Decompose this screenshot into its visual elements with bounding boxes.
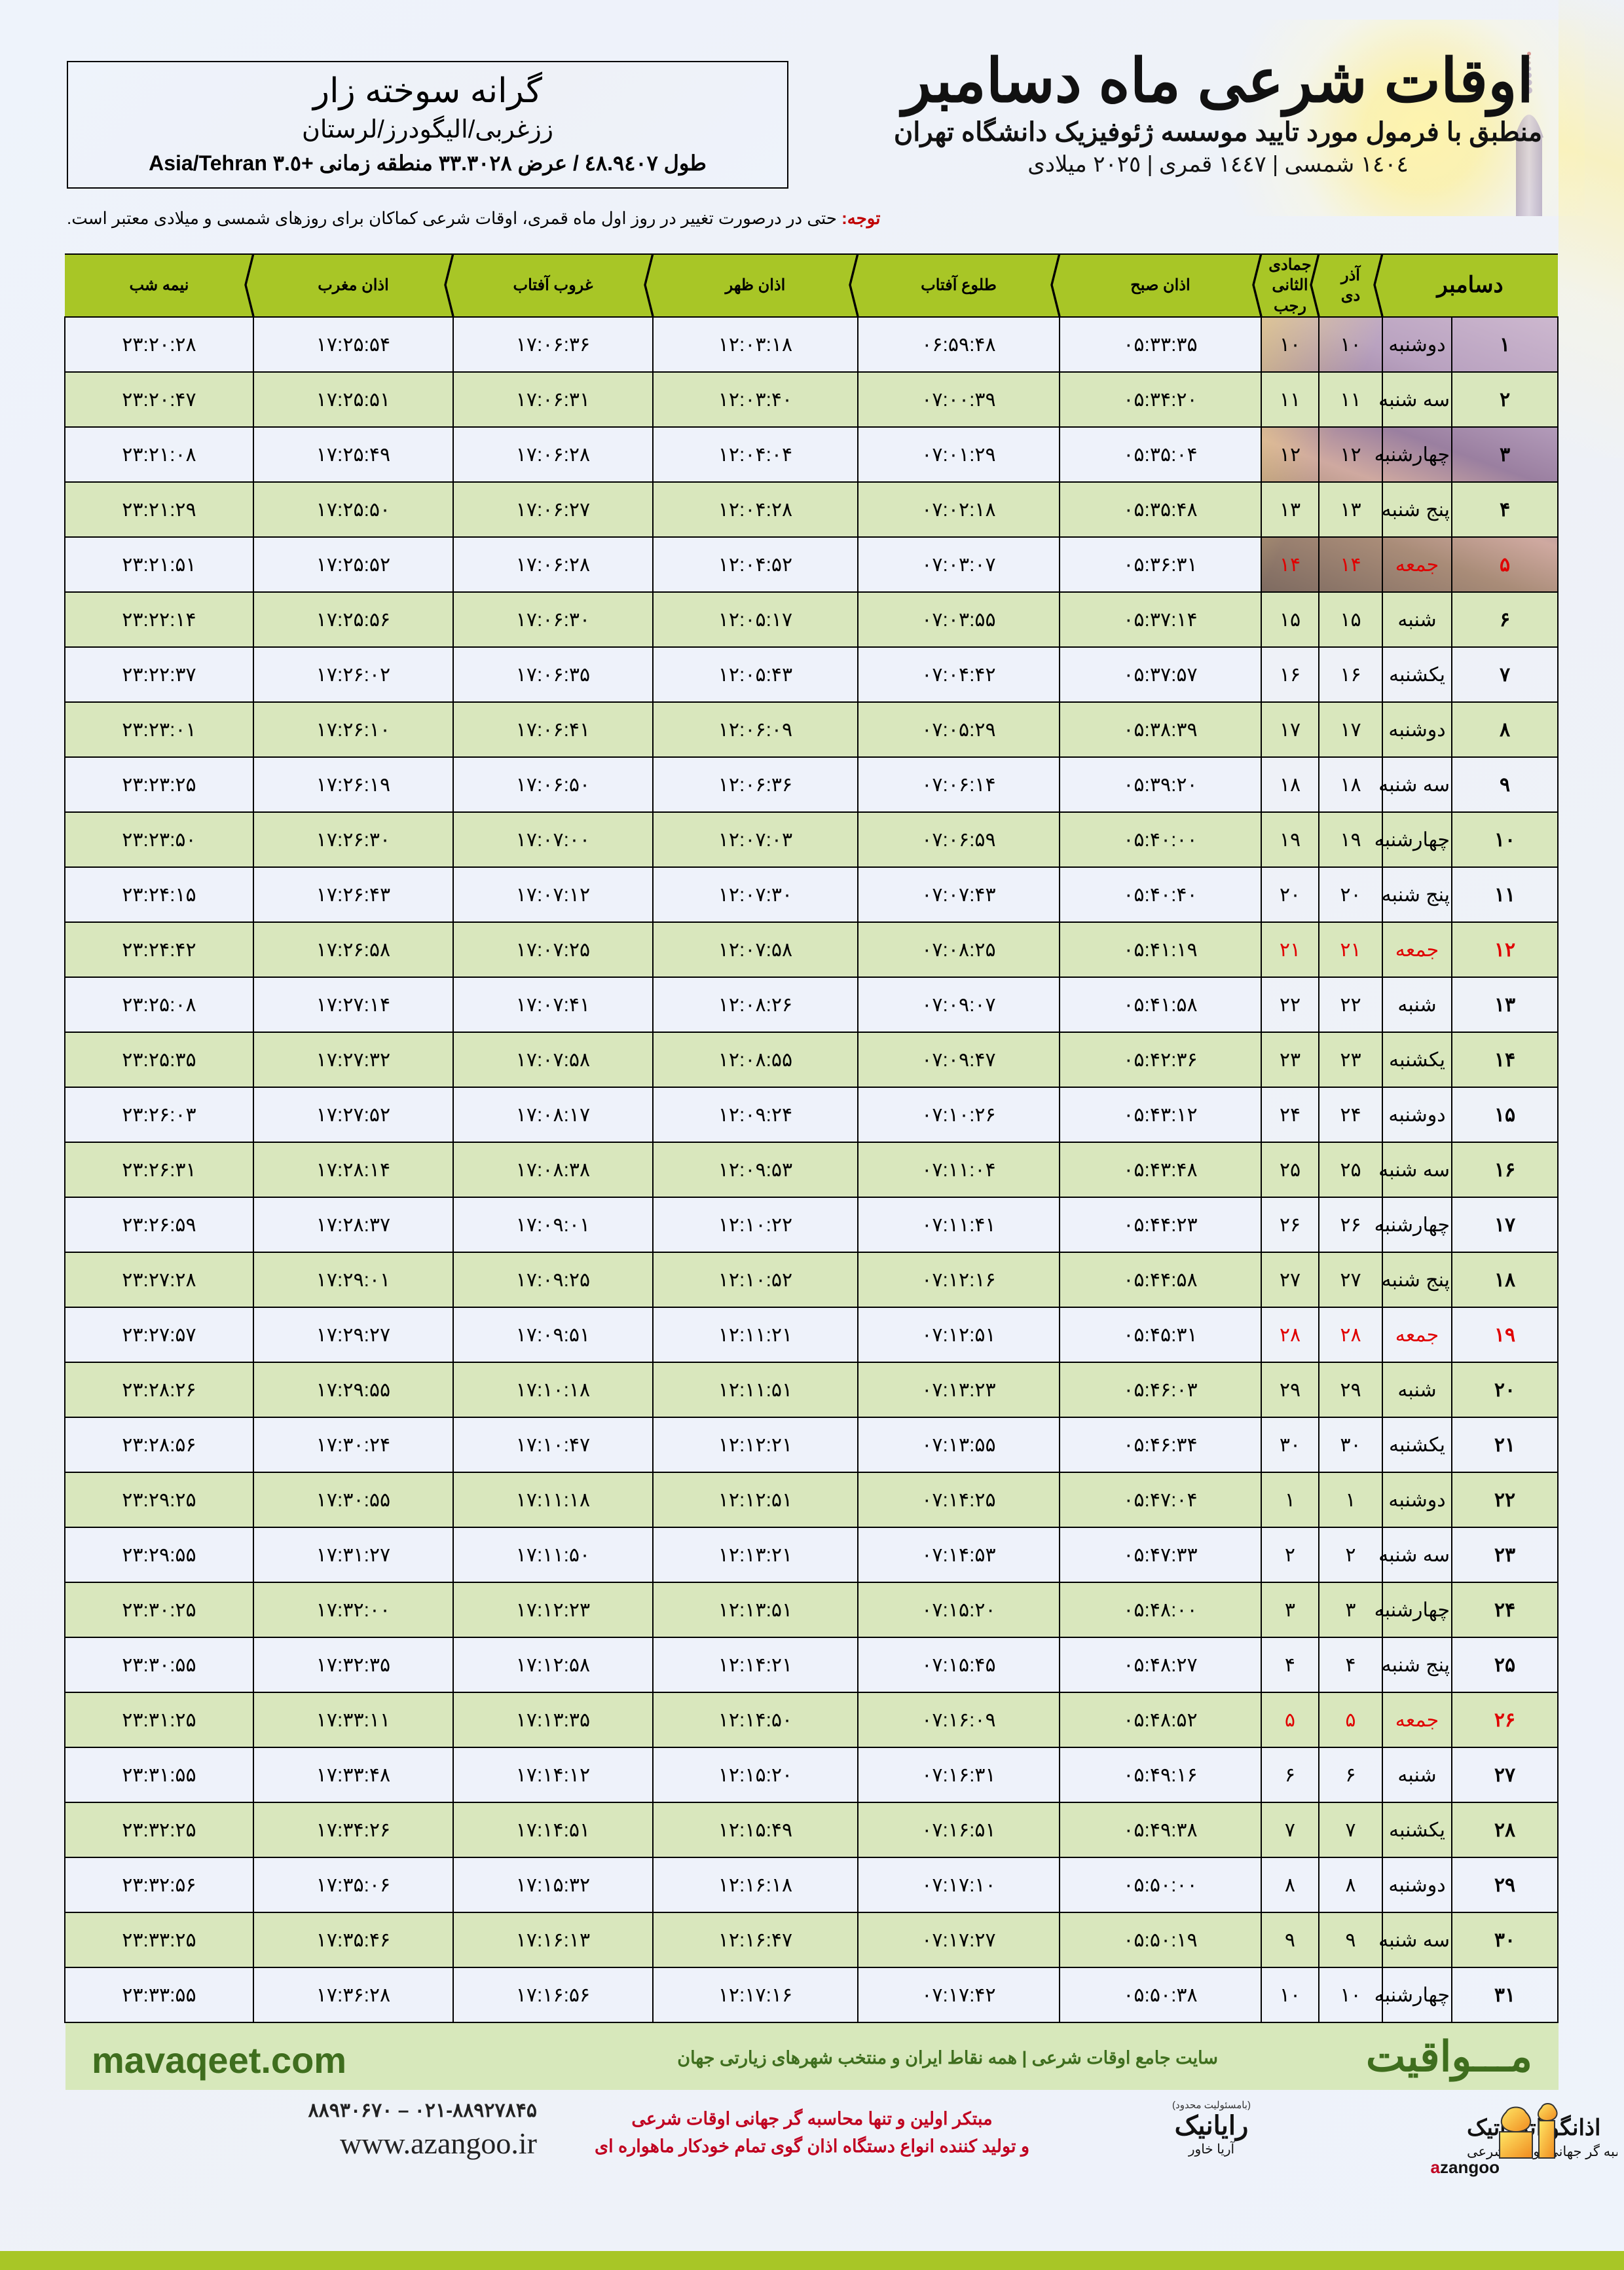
svg-text:اذانگو اتوماتیک: اذانگو اتوماتیک: [1467, 2114, 1600, 2141]
svg-text:azangoo: azangoo: [1431, 2157, 1500, 2177]
